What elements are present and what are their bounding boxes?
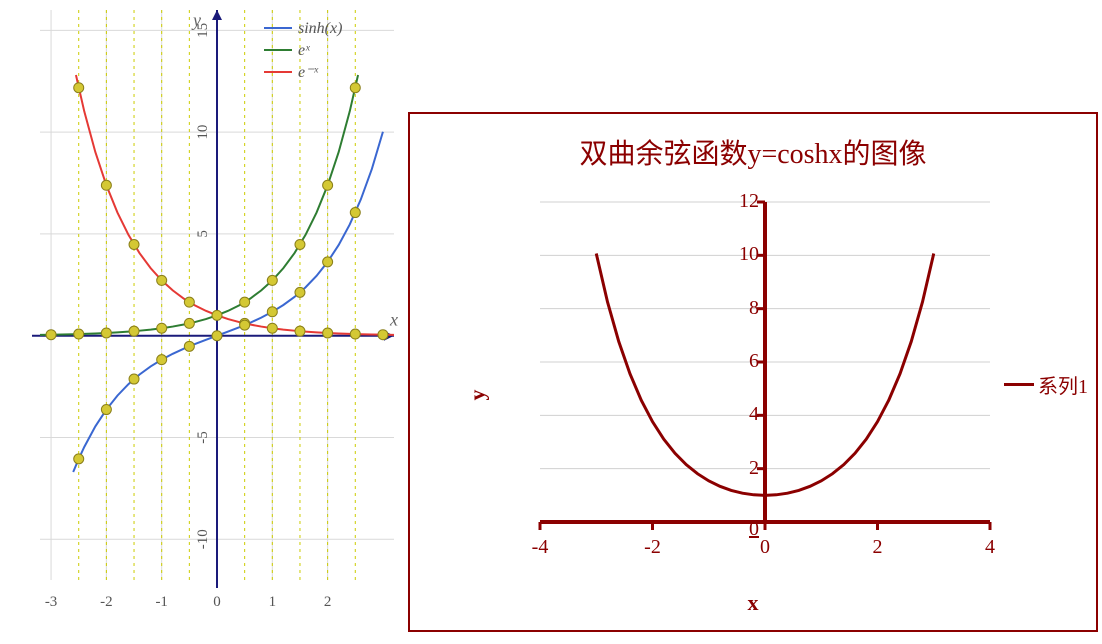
svg-text:1: 1 [269, 594, 277, 610]
legend-label: 系列1 [1038, 370, 1088, 399]
sinh-exp-chart: -3-2-1012-10-551015xysinh(x)eˣe⁻ˣ [10, 0, 408, 620]
x-axis-label: x [410, 590, 1096, 616]
svg-text:e⁻ˣ: e⁻ˣ [298, 64, 319, 81]
svg-text:-3: -3 [45, 594, 58, 610]
y-tick-label: 2 [725, 457, 759, 480]
y-tick-label: 0 [749, 518, 759, 541]
svg-text:x: x [389, 310, 398, 330]
y-axis-label: y [465, 390, 491, 401]
svg-text:y: y [191, 10, 201, 30]
svg-text:10: 10 [195, 125, 211, 140]
x-tick-label: 4 [978, 536, 1002, 559]
svg-text:sinh(x): sinh(x) [298, 20, 342, 37]
x-tick-label: -2 [641, 536, 665, 559]
svg-text:5: 5 [195, 230, 211, 238]
x-tick-label: -4 [528, 536, 552, 559]
svg-text:eˣ: eˣ [298, 42, 310, 59]
cosh-chart: 双曲余弦函数y=coshx的图像 y x 系列1 -4 -2 0 2 4 2 4 6 8 10 12… [408, 112, 1098, 632]
y-tick-label: 12 [725, 190, 759, 213]
svg-text:0: 0 [213, 594, 221, 610]
y-tick-label: 10 [725, 243, 759, 266]
svg-text:-1: -1 [155, 594, 168, 610]
svg-text:2: 2 [324, 594, 332, 610]
svg-text:-10: -10 [195, 529, 211, 549]
y-tick-label: 6 [725, 350, 759, 373]
x-tick-label: 2 [866, 536, 890, 559]
y-tick-label: 8 [725, 297, 759, 320]
legend-swatch [1004, 383, 1034, 386]
y-tick-label: 4 [725, 403, 759, 426]
svg-text:-2: -2 [100, 594, 113, 610]
chart-title: 双曲余弦函数y=coshx的图像 [410, 132, 1096, 172]
svg-text:-5: -5 [195, 431, 211, 444]
plot-area [520, 192, 1000, 532]
legend: 系列1 [1004, 370, 1088, 399]
